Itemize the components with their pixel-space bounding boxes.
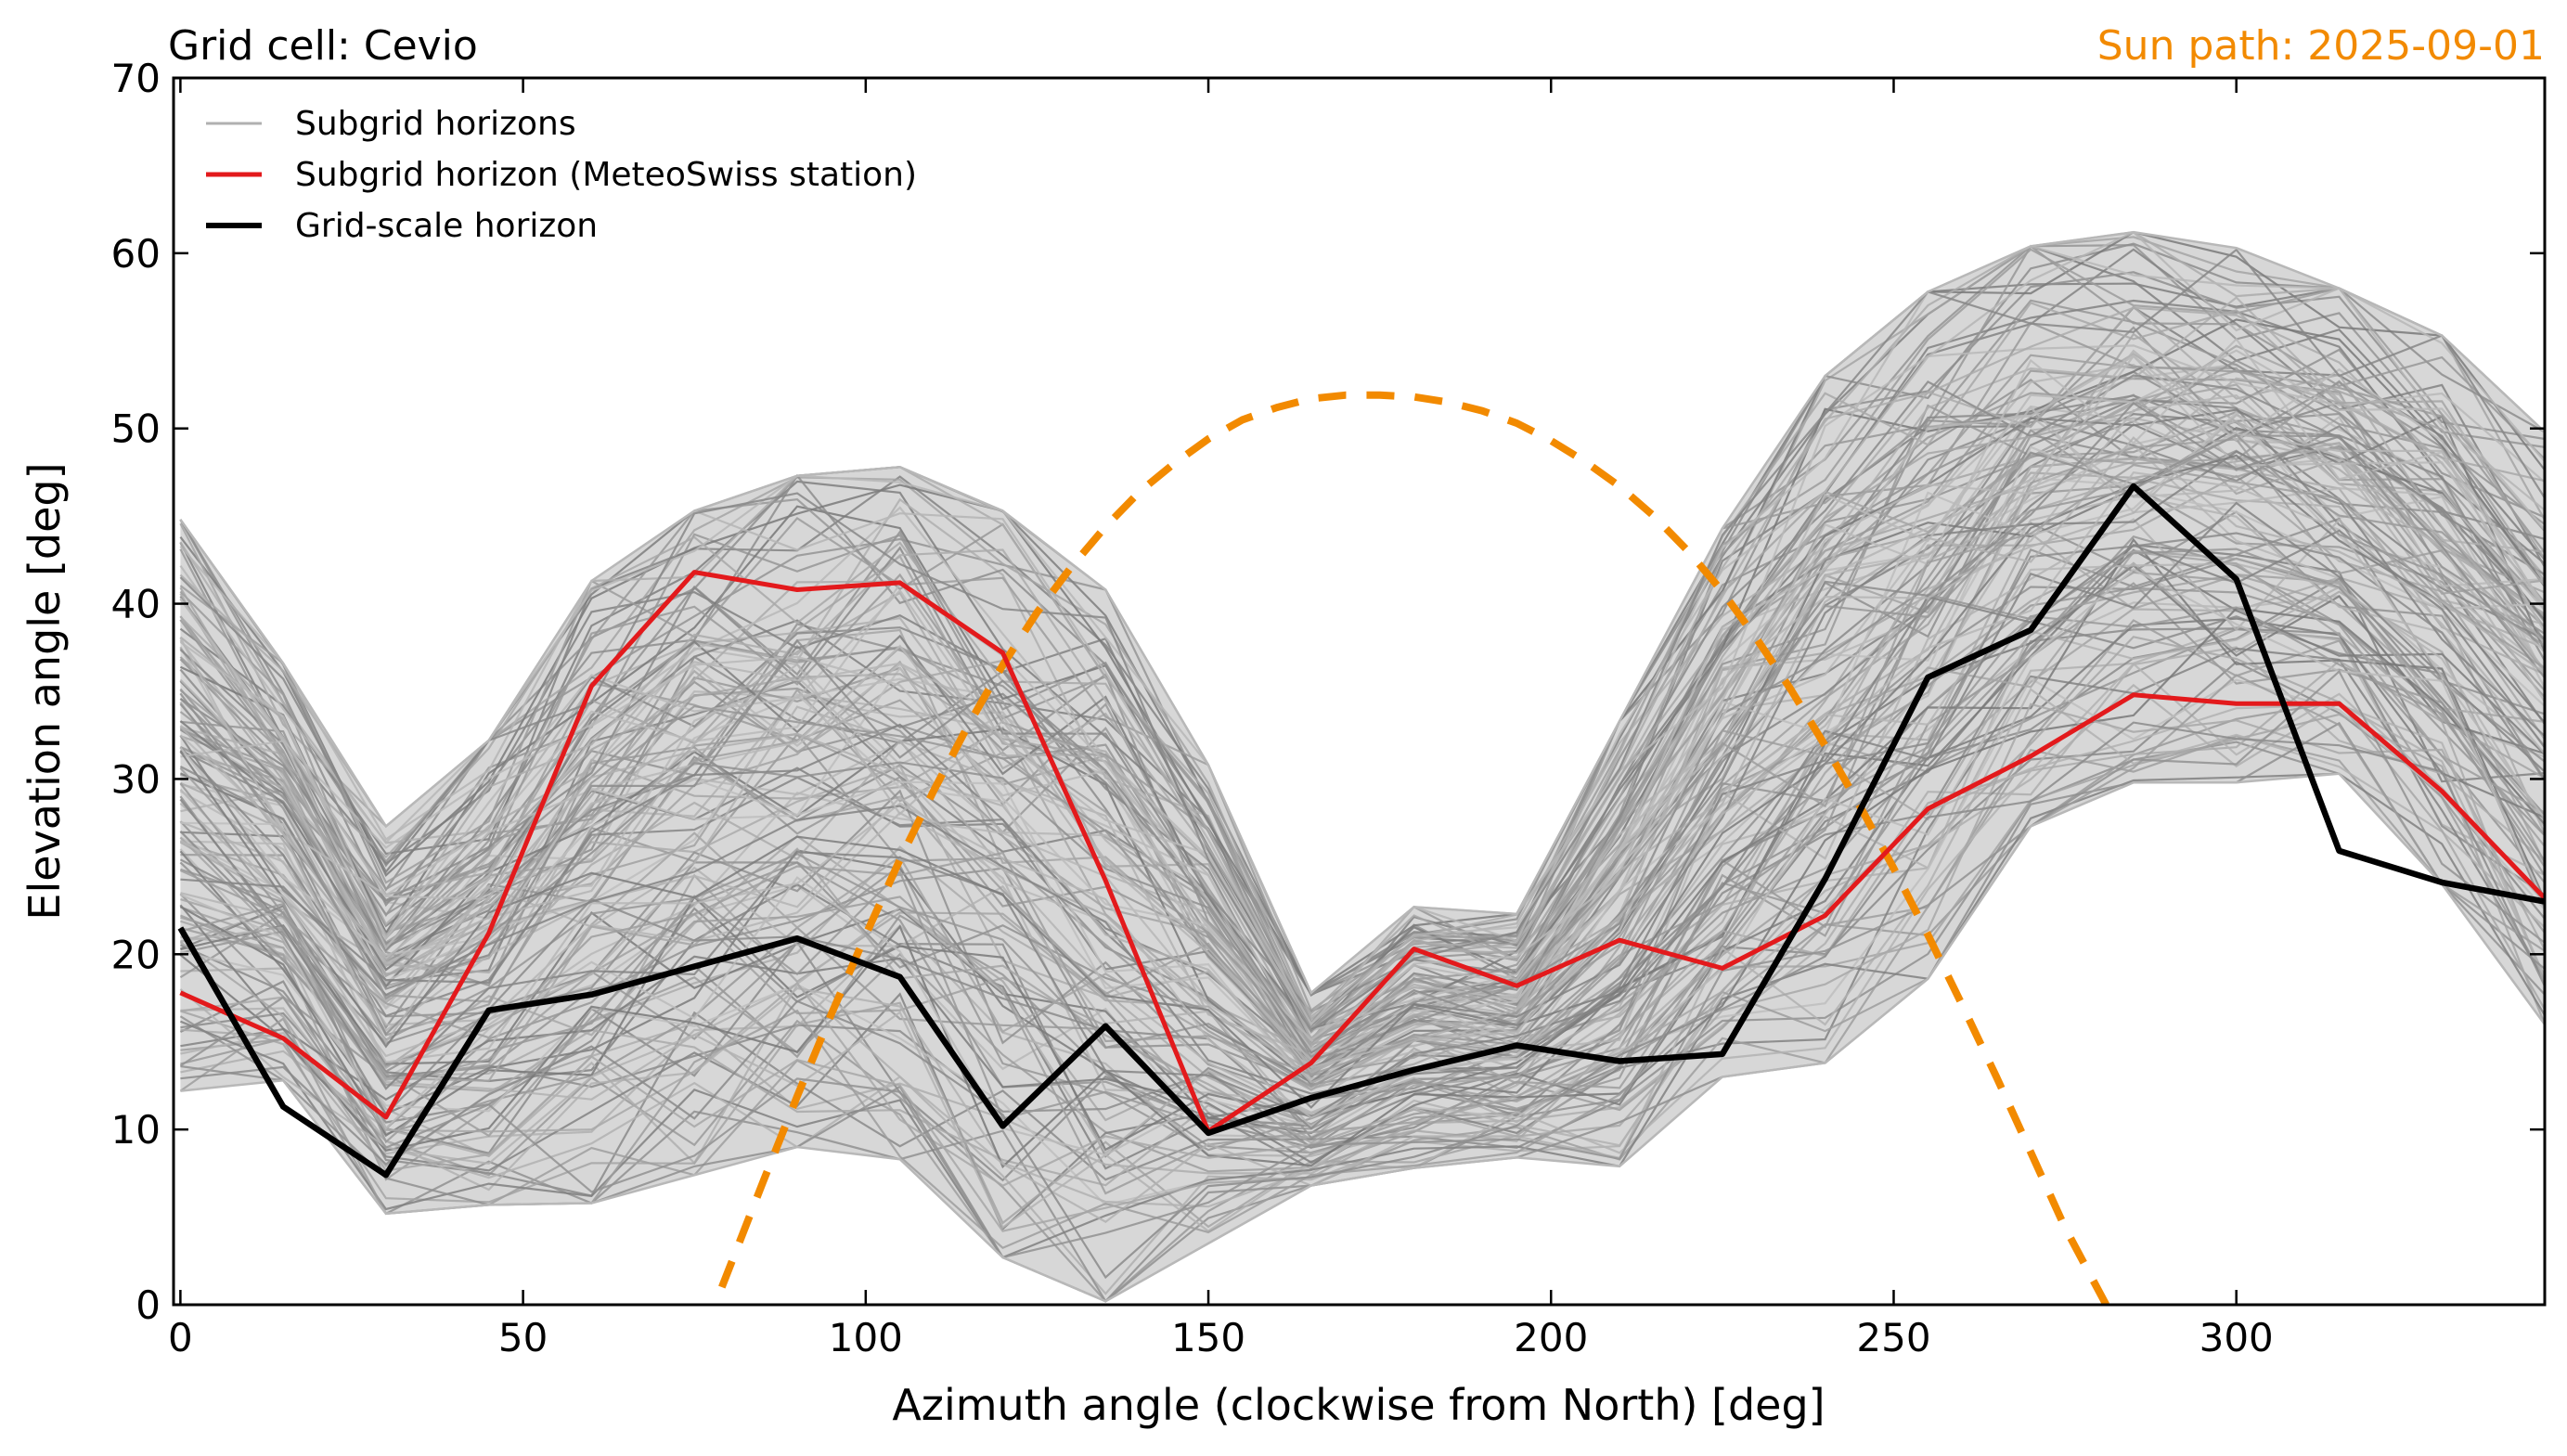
subgrid-horizon-line <box>179 306 2545 1042</box>
subgrid-horizon-line <box>179 359 2545 1076</box>
subgrid-horizon-line <box>179 231 2545 995</box>
grid-scale-horizon-line <box>177 483 2545 1179</box>
x-axis-ticks: 0 50 100 150 200 250 300 <box>168 78 2274 1360</box>
y-axis-label: Elevation angle [deg] <box>19 462 70 920</box>
x-tick-label: 100 <box>829 1315 903 1360</box>
subgrid-horizon-line <box>179 248 2545 1012</box>
subgrid-horizon-line <box>179 436 2545 1084</box>
subgrid-horizon-line <box>180 606 2545 1144</box>
subgrid-horizon-upper <box>179 230 2545 995</box>
sun-path-line <box>718 391 2109 1305</box>
series-lines <box>177 391 2545 1305</box>
chart-title-left: Grid cell: Cevio <box>168 22 478 70</box>
y-tick-label: 20 <box>111 932 161 977</box>
x-tick-label: 150 <box>1171 1315 1245 1360</box>
y-tick-label: 50 <box>111 406 161 452</box>
subgrid-horizon-line <box>180 662 2545 1232</box>
subgrid-horizon-line <box>180 721 2545 1280</box>
legend: Subgrid horizons Subgrid horizon (MeteoS… <box>206 105 917 245</box>
y-tick-label: 60 <box>111 231 161 277</box>
subgrid-horizon-line <box>179 557 2545 1140</box>
subgrid-horizon-lower <box>180 772 2545 1303</box>
subgrid-horizon-line <box>179 374 2545 1013</box>
subgrid-horizons-ensemble <box>179 230 2545 1303</box>
x-axis-label: Azimuth angle (clockwise from North) [de… <box>892 1380 1825 1430</box>
subgrid-horizon-line <box>179 393 2545 1069</box>
subgrid-horizon-line <box>180 703 2545 1208</box>
subgrid-horizon-line <box>179 433 2545 1059</box>
x-tick-label: 250 <box>1856 1315 1930 1360</box>
subgrid-horizon-line <box>179 772 2545 1259</box>
x-tick-label: 200 <box>1514 1315 1588 1360</box>
y-tick-label: 40 <box>111 582 161 627</box>
subgrid-horizon-line <box>179 413 2545 1056</box>
y-axis-ticks: 0 10 20 30 40 50 60 70 <box>111 56 2545 1328</box>
subgrid-horizon-line <box>179 636 2545 1232</box>
subgrid-horizon-line <box>179 248 2545 1033</box>
subgrid-horizon-line <box>180 702 2545 1187</box>
y-tick-label: 70 <box>111 56 161 101</box>
subgrid-horizon-line <box>179 463 2545 1076</box>
subgrid-horizon-line <box>179 669 2545 1259</box>
x-tick-label: 50 <box>498 1315 548 1360</box>
x-tick-label: 0 <box>168 1315 193 1360</box>
y-tick-label: 30 <box>111 756 161 802</box>
plot-frame <box>172 76 2547 1307</box>
subgrid-horizon-line <box>179 230 2545 1026</box>
subgrid-horizon-line <box>179 344 2545 1049</box>
x-tick-label: 300 <box>2199 1315 2274 1360</box>
meteoswiss-station-horizon-line <box>179 570 2545 1134</box>
subgrid-horizon-line <box>180 562 2545 1115</box>
legend-label-meteoswiss-station: Subgrid horizon (MeteoSwiss station) <box>295 156 917 194</box>
chart-title-right: Sun path: 2025-09-01 <box>2097 22 2545 70</box>
y-tick-label: 10 <box>111 1107 161 1153</box>
legend-label-subgrid-horizons: Subgrid horizons <box>295 105 576 143</box>
subgrid-horizon-line <box>179 354 2545 1032</box>
subgrid-horizon-line <box>179 517 2545 1101</box>
legend-label-grid-scale-horizon: Grid-scale horizon <box>295 207 598 245</box>
subgrid-horizon-line <box>179 471 2545 1119</box>
subgrid-horizon-line <box>179 344 2545 1025</box>
subgrid-horizon-line <box>179 401 2545 1054</box>
subgrid-horizon-line <box>180 735 2545 1303</box>
subgrid-horizon-line <box>179 688 2545 1224</box>
subgrid-horizon-line <box>179 450 2545 1084</box>
y-tick-label: 0 <box>135 1282 161 1328</box>
subgrid-horizon-line <box>179 429 2545 1069</box>
